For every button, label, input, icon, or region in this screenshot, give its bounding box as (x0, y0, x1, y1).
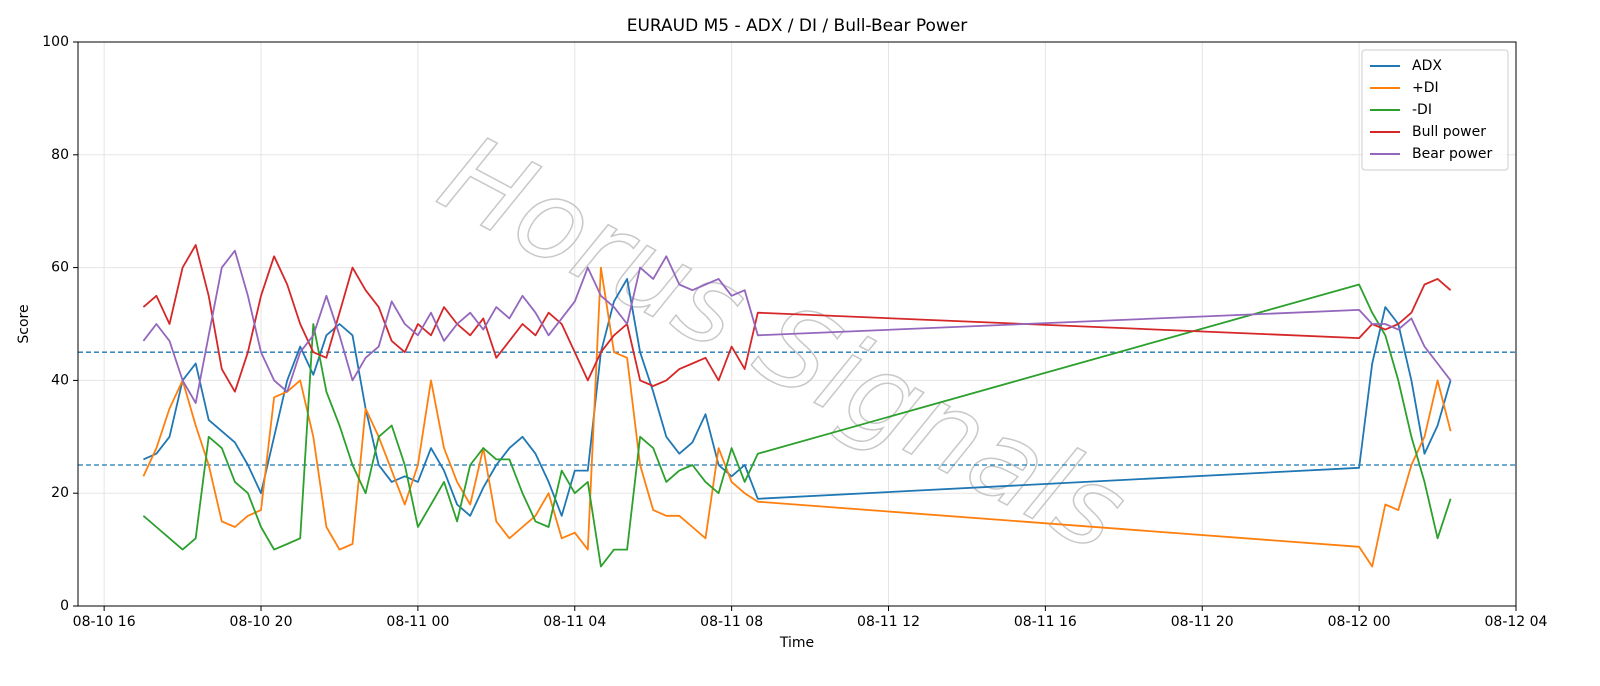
y-axis-label: Score (16, 304, 32, 343)
legend-label: ADX (1412, 58, 1442, 74)
y-tick-label: 100 (42, 34, 69, 50)
series-line (142, 266, 1452, 568)
x-tick-label: 08-11 12 (857, 614, 920, 630)
x-tick-label: 08-11 00 (386, 614, 449, 630)
x-axis-label: Time (779, 635, 814, 651)
x-tick-label: 08-11 08 (700, 614, 763, 630)
legend-label: +DI (1412, 80, 1439, 96)
legend-label: Bull power (1412, 124, 1486, 140)
x-tick-label: 08-11 04 (543, 614, 606, 630)
series-line (142, 283, 1452, 568)
legend-label: Bear power (1412, 146, 1493, 162)
series-line (142, 249, 1452, 404)
x-tick-label: 08-12 04 (1485, 614, 1548, 630)
series-line (142, 244, 1452, 393)
legend-label: -DI (1412, 102, 1432, 118)
x-tick-label: 08-10 20 (230, 614, 293, 630)
y-tick-label: 0 (60, 598, 69, 614)
y-tick-label: 80 (51, 147, 69, 163)
legend-box (1361, 49, 1509, 171)
x-tick-label: 08-10 16 (73, 614, 136, 630)
y-tick-label: 60 (51, 260, 69, 276)
x-tick-label: 08-11 16 (1014, 614, 1077, 630)
y-tick-label: 40 (51, 372, 69, 388)
x-tick-label: 08-11 20 (1171, 614, 1234, 630)
x-tick-label: 08-12 00 (1328, 614, 1391, 630)
chart-title: EURAUD M5 - ADX / DI / Bull-Bear Power (627, 16, 968, 36)
plot-frame (77, 41, 1517, 607)
y-tick-label: 20 (51, 485, 69, 501)
watermark: Horus Signals (421, 110, 1145, 576)
